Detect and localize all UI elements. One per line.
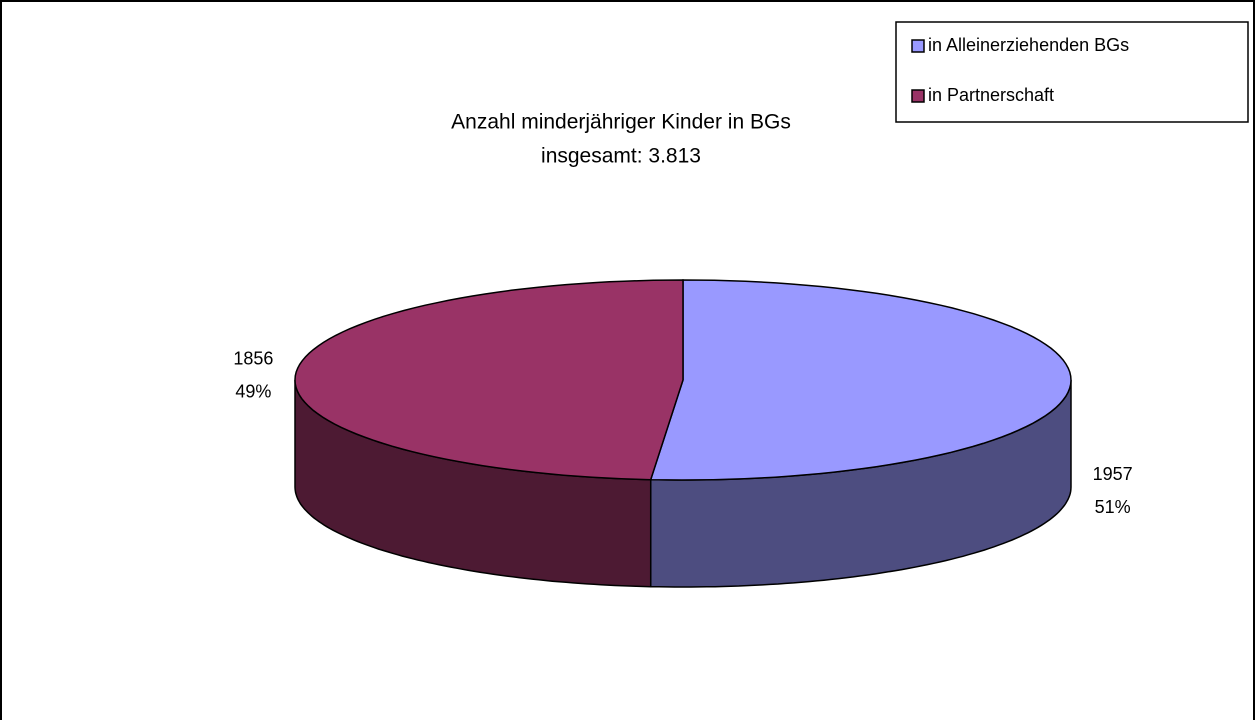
data-label: 1957 [1093, 464, 1133, 484]
chart-subtitle: insgesamt: 3.813 [541, 145, 701, 168]
slice [649, 279, 1072, 481]
data-label: 49% [235, 382, 271, 402]
legend-box [895, 21, 1249, 123]
slice [294, 279, 684, 481]
legend-label: in Alleinerziehenden BGs [928, 35, 1129, 55]
data-label: 1856 [233, 349, 273, 369]
chart-title: Anzahl minderjähriger Kinder in BGs [451, 111, 791, 134]
legend-swatch [911, 39, 925, 53]
legend-swatch [911, 89, 925, 103]
legend-label: in Partnerschaft [928, 85, 1054, 105]
data-label: 51% [1095, 497, 1131, 517]
